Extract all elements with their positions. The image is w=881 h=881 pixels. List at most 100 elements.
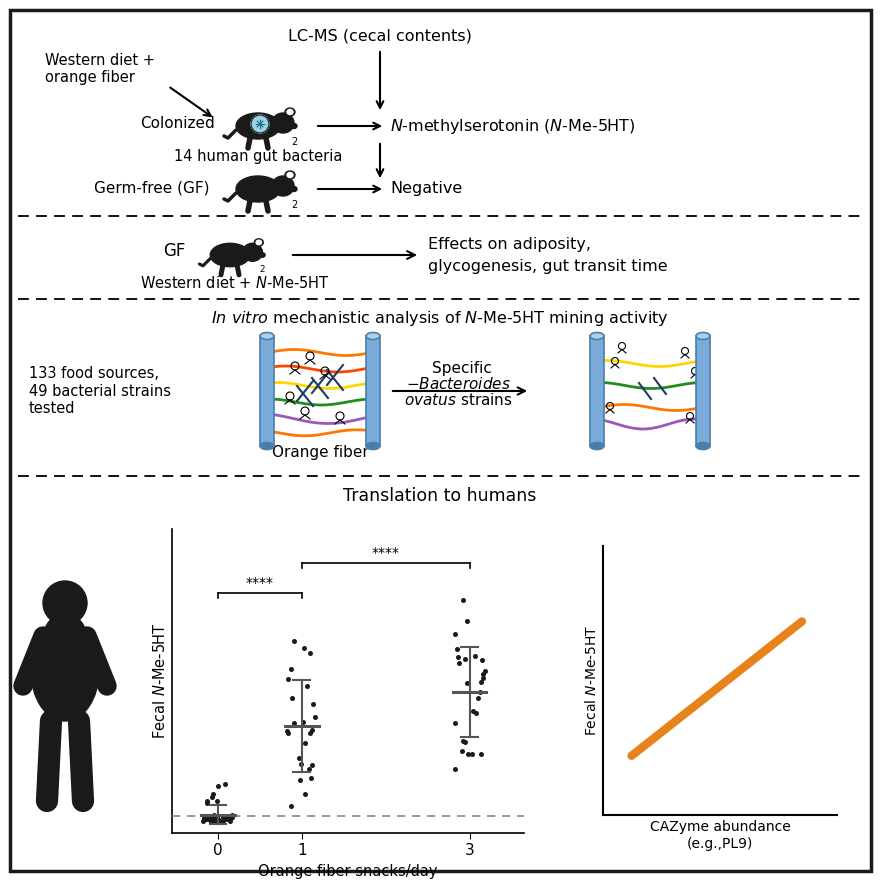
Ellipse shape (366, 442, 380, 449)
Text: $\mathit{In\ vitro}$ mechanistic analysis of $\mathit{N}$-Me-5HT mining activity: $\mathit{In\ vitro}$ mechanistic analysi… (211, 309, 669, 329)
Point (209, 810, 223, 824)
Text: Western diet + $\mathit{N}$-Me-5HT: Western diet + $\mathit{N}$-Me-5HT (140, 275, 329, 291)
Point (208, 815, 222, 829)
Point (281, 672, 295, 686)
Point (304, 771, 318, 785)
Point (301, 762, 315, 776)
Point (292, 774, 307, 788)
Ellipse shape (211, 243, 250, 267)
Point (293, 757, 307, 771)
Point (198, 812, 212, 826)
Point (285, 691, 299, 705)
Text: Negative: Negative (390, 181, 463, 196)
Point (286, 715, 300, 729)
Point (298, 787, 312, 801)
Point (225, 809, 239, 823)
Point (208, 809, 222, 823)
Ellipse shape (285, 108, 295, 116)
Ellipse shape (242, 243, 263, 262)
Ellipse shape (236, 113, 280, 139)
Point (284, 662, 298, 676)
Point (206, 812, 220, 826)
Point (225, 810, 239, 824)
Text: GF: GF (163, 242, 185, 260)
Point (468, 648, 482, 663)
Ellipse shape (256, 241, 262, 245)
Point (476, 668, 490, 682)
Ellipse shape (255, 239, 263, 246)
Ellipse shape (272, 113, 294, 133)
Point (472, 685, 486, 700)
Point (204, 815, 218, 829)
Point (470, 692, 485, 706)
Point (300, 679, 314, 693)
Text: 133 food sources,
49 bacterial strains
tested: 133 food sources, 49 bacterial strains t… (29, 366, 171, 416)
Point (451, 650, 465, 664)
Point (197, 811, 211, 825)
Point (200, 796, 214, 811)
Point (210, 811, 224, 825)
Point (206, 787, 220, 801)
Ellipse shape (236, 176, 280, 202)
Point (210, 795, 224, 809)
Text: ****: **** (372, 545, 400, 559)
Point (474, 747, 488, 761)
Ellipse shape (260, 442, 274, 449)
Ellipse shape (287, 109, 293, 115)
Point (455, 734, 470, 748)
Point (211, 815, 226, 829)
Text: Translation to humans: Translation to humans (344, 487, 537, 505)
Ellipse shape (291, 187, 297, 191)
Text: Effects on adiposity,: Effects on adiposity, (428, 238, 591, 253)
Text: $\mathit{N}$-methylserotonin ($\mathit{N}$-Me-5HT): $\mathit{N}$-methylserotonin ($\mathit{N… (390, 116, 635, 136)
Point (205, 809, 219, 823)
Ellipse shape (31, 621, 99, 721)
Point (205, 790, 219, 804)
Point (474, 675, 488, 689)
Point (211, 813, 226, 827)
Point (280, 723, 294, 737)
Ellipse shape (696, 442, 710, 449)
Point (223, 813, 237, 827)
Point (218, 809, 232, 823)
Circle shape (251, 115, 269, 133)
Point (303, 726, 317, 740)
Point (225, 811, 239, 825)
Point (292, 751, 307, 765)
Bar (696, 336, 710, 446)
Point (281, 726, 295, 740)
Point (218, 811, 232, 825)
Point (308, 709, 322, 723)
Point (466, 704, 480, 718)
Ellipse shape (260, 332, 274, 339)
Point (203, 811, 217, 825)
Ellipse shape (696, 332, 710, 339)
Y-axis label: Fecal $\mathit{N}$-Me-5HT: Fecal $\mathit{N}$-Me-5HT (584, 626, 599, 736)
Point (460, 614, 474, 628)
Point (455, 744, 469, 758)
Point (214, 815, 228, 829)
Point (448, 716, 462, 730)
X-axis label: CAZyme abundance
(e.g.,PL9): CAZyme abundance (e.g.,PL9) (650, 820, 790, 851)
Point (211, 780, 225, 794)
Point (221, 812, 235, 826)
Point (218, 777, 233, 791)
Point (217, 811, 231, 825)
Point (221, 812, 235, 826)
Point (196, 814, 210, 828)
Y-axis label: Fecal $\mathit{N}$-Me-5HT: Fecal $\mathit{N}$-Me-5HT (152, 622, 167, 739)
Point (284, 799, 298, 813)
Point (303, 646, 317, 660)
Point (298, 736, 312, 750)
Text: Germ-free (GF): Germ-free (GF) (94, 181, 210, 196)
Text: $-\mathit{Bacteroides}$: $-\mathit{Bacteroides}$ (405, 376, 510, 392)
Point (216, 811, 230, 825)
Point (218, 811, 233, 825)
Point (217, 814, 231, 828)
Point (306, 698, 320, 712)
Point (469, 706, 483, 720)
Point (296, 714, 310, 729)
Text: 2: 2 (291, 137, 297, 147)
Ellipse shape (590, 442, 604, 449)
Text: 2: 2 (260, 265, 265, 274)
